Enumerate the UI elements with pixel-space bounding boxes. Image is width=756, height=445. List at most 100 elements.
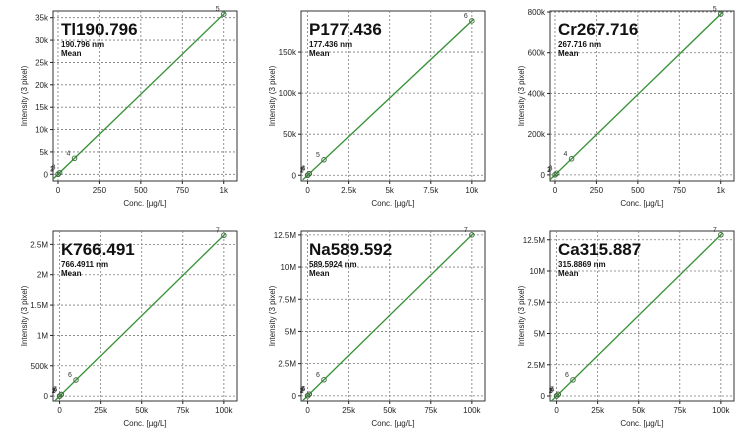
chart-subtitle-mean: Mean [558, 269, 579, 278]
data-point [304, 172, 311, 178]
plot-area [549, 10, 735, 182]
x-tick-label: 100k [463, 406, 481, 415]
y-tick-label: 7.5M [527, 298, 545, 307]
x-tick-label: 0 [305, 406, 310, 415]
chart-subtitle-wavelength: 190.796 nm [61, 40, 104, 49]
y-tick-label: 5k [40, 148, 49, 157]
y-axis-label: Intensity (3 pixel) [268, 285, 277, 346]
y-tick-label: 50k [283, 130, 297, 139]
y-tick-label: 2M [37, 271, 48, 280]
x-tick-label: 50k [632, 406, 646, 415]
point-label: 1 [300, 167, 304, 174]
point-label: 3 [301, 166, 305, 173]
data-point [306, 170, 312, 177]
data-point [56, 393, 63, 399]
point-label: 1 [300, 388, 304, 395]
point-label: 2 [52, 388, 56, 395]
data-point [570, 377, 576, 383]
data-point [553, 170, 560, 177]
point-label: 7 [464, 227, 468, 234]
chart-title: Ca315.887 [558, 240, 641, 259]
point-label: 5 [53, 387, 57, 394]
chart-title: K766.491 [61, 240, 135, 259]
series-group [550, 11, 724, 181]
x-tick-label: 500 [134, 186, 148, 195]
y-tick-label: 10k [35, 126, 49, 135]
data-point [718, 231, 724, 238]
y-tick-label: 0 [44, 170, 49, 179]
calibration-chart-1: 0 250 500 750 1k 0 5k 10k 15k 20k 25k 30k 35k Conc. [… [18, 6, 240, 210]
point-label: 6 [68, 372, 72, 379]
x-tick-label: 50k [135, 406, 149, 415]
chart-svg: 0 25k 50k 75k 100k 0 2.5M 5M 7.5M 10M 12.5M Conc. [… [517, 227, 735, 428]
point-label: 4 [564, 151, 568, 158]
data-point [58, 391, 64, 398]
y-tick-label: 100k [279, 89, 297, 98]
calibration-fit-line [302, 18, 474, 181]
x-tick-label: 10k [465, 186, 479, 195]
y-tick-label: 2.5M [30, 240, 48, 249]
y-tick-label: 1M [37, 331, 48, 340]
chart-subtitle-wavelength: 267.716 nm [558, 40, 601, 49]
point-label: 1 [549, 388, 553, 395]
calibration-fit-line [551, 232, 723, 401]
point-label: 3 [52, 165, 56, 172]
y-axis-label: Intensity (3 pixel) [517, 65, 526, 126]
point-label: 3 [300, 388, 304, 395]
point-label: 7 [713, 227, 717, 234]
x-tick-label: 25k [342, 406, 356, 415]
data-point [553, 393, 560, 399]
y-tick-label: 5M [285, 327, 296, 336]
x-tick-label: 2.5k [341, 186, 357, 195]
point-label: 5 [316, 152, 320, 159]
x-tick-label: 750 [673, 186, 687, 195]
point-label: 2 [547, 167, 551, 174]
point-label: 4 [53, 387, 57, 394]
chart-subtitle-wavelength: 315.8869 nm [558, 260, 606, 269]
x-tick-label: 1k [220, 186, 229, 195]
point-label: 5 [713, 6, 717, 13]
point-label: 6 [316, 372, 320, 379]
point-label: 1 [547, 167, 551, 174]
data-point [220, 11, 227, 17]
x-tick-label: 75k [673, 406, 687, 415]
x-tick-label: 75k [176, 406, 190, 415]
data-point [306, 391, 312, 397]
point-label: 2 [549, 388, 553, 395]
point-label: 3 [52, 388, 56, 395]
calibration-chart-3: 0 250 500 750 1k 0 200k 400k 600k 800k Conc. [µg/L… [515, 6, 737, 210]
chart-svg: 0 25k 50k 75k 100k 0 500k 1M 1.5M 2M 2.5M Conc. [µg… [20, 227, 238, 428]
x-tick-label: 25k [591, 406, 605, 415]
y-tick-label: 12.5M [274, 231, 297, 240]
chart-svg: 0 250 500 750 1k 0 5k 10k 15k 20k 25k 30k 35k Conc. [… [20, 6, 238, 208]
series-group [53, 11, 227, 180]
chart-subtitle-wavelength: 177.436 nm [309, 40, 352, 49]
series-group [302, 232, 475, 401]
point-label: 1 [52, 388, 56, 395]
y-axis-label: Intensity (3 pixel) [268, 65, 277, 126]
y-tick-label: 500k [31, 362, 49, 371]
y-axis-label: Intensity (3 pixel) [517, 285, 526, 346]
x-tick-label: 25k [94, 406, 108, 415]
data-point [469, 232, 475, 238]
x-tick-label: 75k [424, 406, 438, 415]
data-point [555, 391, 561, 398]
x-tick-label: 750 [176, 186, 190, 195]
data-point [221, 232, 227, 238]
y-tick-label: 2.5M [527, 361, 545, 370]
point-label: 5 [216, 6, 220, 13]
series-group [302, 18, 475, 181]
y-tick-label: 10M [529, 267, 545, 276]
chart-subtitle-mean: Mean [309, 49, 330, 58]
x-axis-label: Conc. [µg/L] [620, 199, 663, 208]
x-tick-label: 250 [93, 186, 107, 195]
series-group [551, 232, 724, 401]
chart-subtitle-mean: Mean [61, 49, 82, 58]
y-tick-label: 30k [35, 36, 49, 45]
data-point [73, 377, 79, 383]
x-tick-label: 100k [712, 406, 730, 415]
x-axis-label: Conc. [µg/L] [123, 199, 166, 208]
point-label: 4 [301, 166, 305, 173]
y-tick-label: 12.5M [523, 236, 546, 245]
x-tick-label: 7.5k [423, 186, 439, 195]
